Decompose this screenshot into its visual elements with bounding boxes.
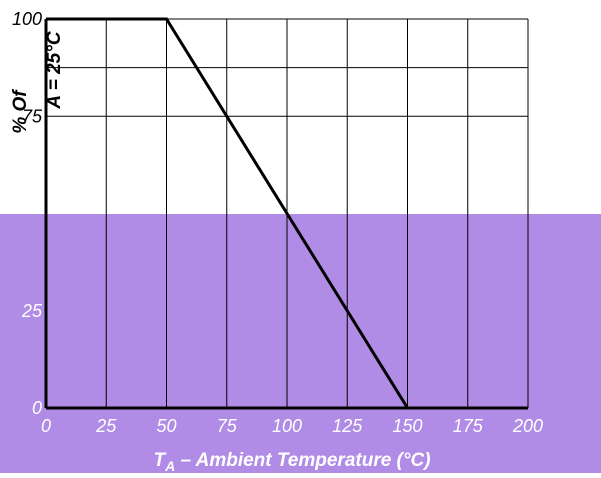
x-axis-title-rest: – Ambient Temperature (°C): [175, 450, 430, 471]
y-tick-label: 0: [32, 398, 42, 418]
lower-band-fill: [0, 214, 601, 473]
y-tick-label: 75: [22, 106, 43, 126]
derating-curve: [46, 17, 409, 409]
x-tick-label: 50: [156, 416, 176, 436]
series-lines: [46, 17, 409, 409]
x-tick-label: 0: [41, 416, 51, 436]
tick-labels: 0 25 50 75 100 125 150 175 200 100 75 25 0: [12, 9, 543, 436]
x-tick-label: 125: [332, 416, 363, 436]
grid-lines: [45, 18, 529, 408]
x-tick-label: 75: [217, 416, 238, 436]
ylabel-line-1: % Of: [10, 89, 31, 134]
axis-labels: % Of A = 25°C TA – Ambient Temperature (…: [10, 31, 431, 474]
x-tick-label: 100: [272, 416, 302, 436]
x-tick-label: 175: [453, 416, 484, 436]
x-tick-label: 200: [512, 416, 543, 436]
y-tick-label: 25: [21, 301, 43, 321]
x-tick-label: 150: [392, 416, 422, 436]
axes: [44, 19, 528, 410]
x-axis-title-main: T: [153, 450, 166, 471]
y-tick-label: 100: [12, 9, 42, 29]
x-axis-title-subscript: A: [164, 458, 175, 473]
ylabel-line-2: A = 25°C: [44, 31, 65, 109]
x-axis-title: TA – Ambient Temperature (°C): [153, 450, 430, 473]
lower-band: [0, 214, 601, 473]
x-tick-label: 25: [95, 416, 117, 436]
